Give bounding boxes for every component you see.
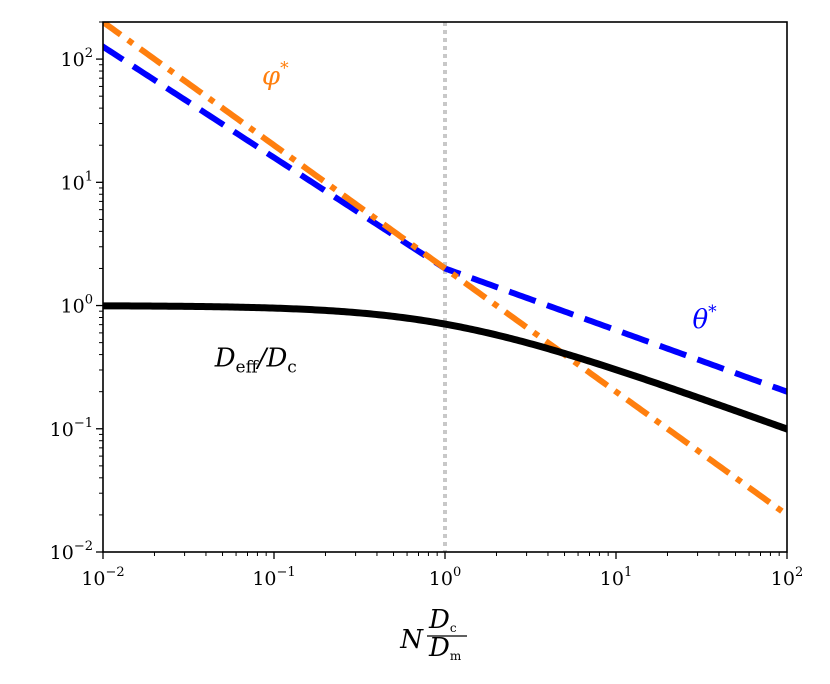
x-tick-exp: −2	[106, 565, 125, 580]
y-tick-exp: −2	[74, 539, 93, 554]
label-main: φ	[262, 62, 281, 92]
label-tail-sub: c	[287, 358, 297, 378]
y-tick-base: 10	[61, 49, 85, 71]
denominator-sub: m	[450, 649, 462, 663]
x-tick-label: 100	[429, 565, 461, 590]
y-tick-base: 10	[50, 542, 74, 564]
y-tick-label: 101	[61, 169, 93, 194]
x-tick-base: 10	[771, 568, 795, 590]
x-axis-label-base: N	[399, 625, 424, 655]
x-tick-base: 10	[81, 568, 105, 590]
y-tick-label: 10−2	[50, 539, 93, 564]
x-tick-exp: −1	[277, 565, 296, 580]
series-label-deffdc: Deff/Dc	[214, 344, 297, 378]
series-line-deffdc	[103, 302, 787, 433]
x-tick-exp: 0	[453, 565, 461, 580]
x-tick-label: 101	[600, 565, 632, 590]
y-tick-label: 10−1	[50, 416, 93, 441]
x-tick-exp: 1	[624, 565, 632, 580]
y-tick-label: 100	[61, 293, 93, 318]
denominator-main: D	[428, 633, 450, 663]
x-tick-label: 10−2	[81, 565, 124, 590]
label-sub: eff	[236, 358, 260, 378]
label-main: θ	[692, 305, 708, 335]
x-axis-label-denominator: Dm	[428, 633, 462, 663]
numerator-sub: c	[450, 621, 457, 635]
series-label-phi: φ*	[262, 59, 289, 92]
x-tick-base: 10	[429, 568, 453, 590]
y-tick-exp: 0	[85, 293, 93, 308]
y-tick-base: 10	[61, 172, 85, 194]
x-axis-label-numerator: Dc	[428, 605, 457, 635]
x-tick-base: 10	[600, 568, 624, 590]
series-layer	[103, 22, 787, 552]
x-tick-base: 10	[252, 568, 276, 590]
x-tick-exp: 2	[795, 565, 803, 580]
x-tick-label: 102	[771, 565, 803, 590]
label-sup: *	[280, 59, 289, 79]
y-tick-exp: −1	[74, 416, 93, 431]
series-label-theta: θ*	[692, 302, 717, 335]
y-tick-exp: 1	[85, 169, 93, 184]
numerator-main: D	[428, 605, 450, 635]
x-tick-label: 10−1	[252, 565, 295, 590]
y-tick-exp: 2	[85, 46, 93, 61]
series-line-phi	[103, 22, 787, 519]
y-tick-base: 10	[50, 419, 74, 441]
y-tick-base: 10	[61, 296, 85, 318]
label-tail: /D	[255, 344, 288, 374]
y-tick-label: 102	[61, 46, 93, 71]
label-sup: *	[708, 302, 717, 322]
label-main: D	[214, 344, 236, 374]
